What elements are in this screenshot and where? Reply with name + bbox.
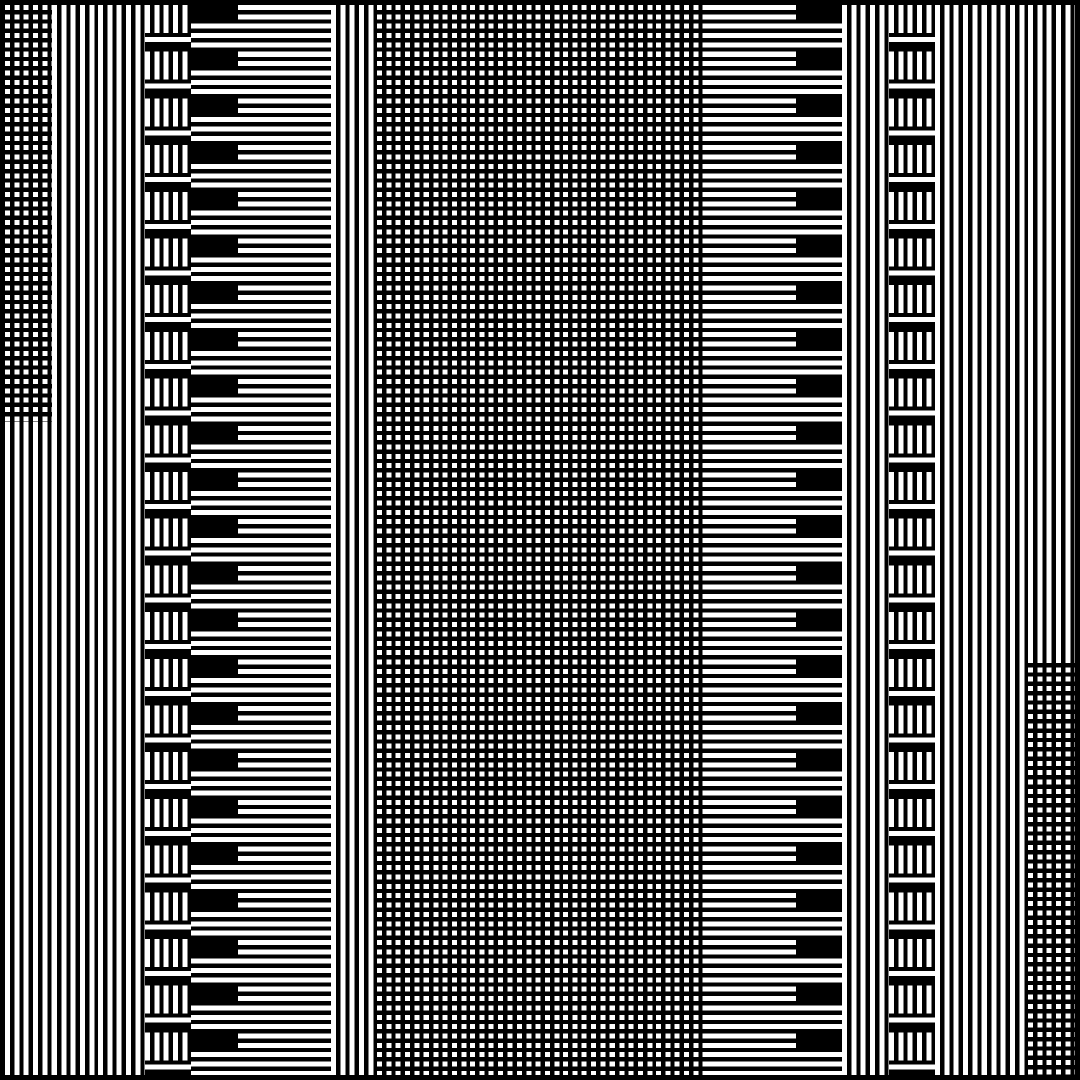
pattern-column-15 bbox=[702, 5, 750, 1075]
pattern-column-0 bbox=[5, 5, 52, 1075]
pattern-column-8 bbox=[377, 5, 424, 1075]
dots-pattern bbox=[656, 5, 703, 1075]
pattern-column-2 bbox=[98, 5, 145, 1075]
vertical-pattern bbox=[935, 5, 982, 1075]
vertical-pattern bbox=[330, 5, 378, 1075]
dots-pattern bbox=[5, 5, 52, 423]
pattern-column-11 bbox=[516, 5, 564, 1075]
pattern-column-1 bbox=[51, 5, 99, 1075]
pattern-column-9 bbox=[423, 5, 471, 1075]
pattern-column-10 bbox=[470, 5, 517, 1075]
vertical-pattern bbox=[51, 5, 99, 1075]
pattern-column-16 bbox=[749, 5, 796, 1075]
horizontal-pattern bbox=[749, 5, 796, 1075]
pattern-column-22 bbox=[1028, 5, 1075, 1075]
pattern-column-3 bbox=[144, 5, 192, 1075]
dots-pattern bbox=[423, 5, 471, 1075]
dots-pattern bbox=[470, 5, 517, 1075]
pattern-column-13 bbox=[609, 5, 657, 1075]
mixed-vertical-horizontal-pattern bbox=[144, 5, 192, 1075]
pattern-column-17 bbox=[795, 5, 843, 1075]
pattern-column-21 bbox=[981, 5, 1029, 1075]
pattern-column-5 bbox=[237, 5, 285, 1075]
dots-pattern bbox=[563, 5, 610, 1075]
pattern-column-20 bbox=[935, 5, 982, 1075]
vertical-pattern bbox=[98, 5, 145, 1075]
pattern-column-7 bbox=[330, 5, 378, 1075]
pattern-column-4 bbox=[191, 5, 238, 1075]
horizontal-pattern bbox=[237, 5, 285, 1075]
vertical-pattern bbox=[842, 5, 889, 1075]
stripe-pattern-canvas bbox=[5, 5, 1075, 1075]
mixed-horizontal-pattern bbox=[795, 5, 843, 1075]
horizontal-pattern bbox=[284, 5, 331, 1075]
mixed-vertical-horizontal-pattern bbox=[888, 5, 936, 1075]
pattern-column-6 bbox=[284, 5, 331, 1075]
pattern-column-19 bbox=[888, 5, 936, 1075]
vertical-pattern bbox=[981, 5, 1029, 1075]
pattern-column-12 bbox=[563, 5, 610, 1075]
mixed-horizontal-pattern bbox=[191, 5, 238, 1075]
dots-pattern bbox=[1028, 657, 1075, 1075]
horizontal-pattern bbox=[702, 5, 750, 1075]
vertical-pattern bbox=[1028, 5, 1075, 658]
pattern-column-14 bbox=[656, 5, 703, 1075]
dots-pattern bbox=[609, 5, 657, 1075]
dots-pattern bbox=[377, 5, 424, 1075]
pattern-column-18 bbox=[842, 5, 889, 1075]
vertical-pattern bbox=[5, 422, 52, 1075]
dots-pattern bbox=[516, 5, 564, 1075]
